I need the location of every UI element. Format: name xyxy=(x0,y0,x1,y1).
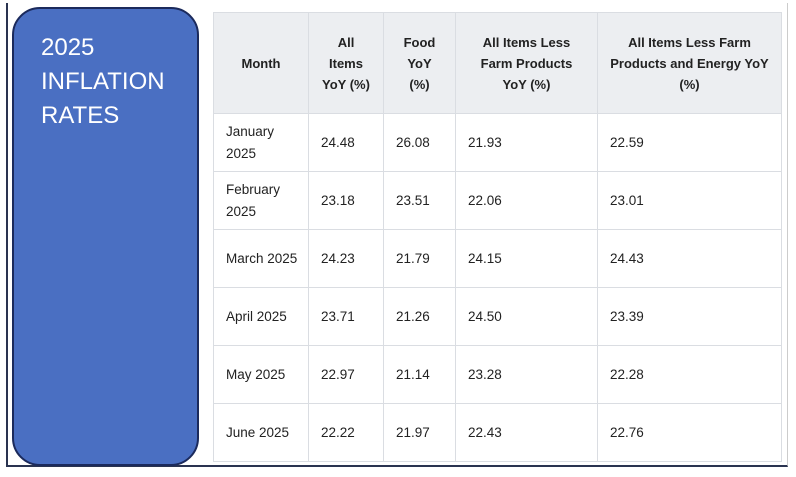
header-row: Month All Items YoY (%) Food YoY (%) All It… xyxy=(213,12,782,114)
table-body: January 2025 24.48 26.08 21.93 22.59 February… xyxy=(213,113,782,462)
value-cell: 21.79 xyxy=(383,229,456,288)
value-cell: 21.97 xyxy=(383,403,456,462)
value-cell: 23.01 xyxy=(597,171,782,230)
value-cell: 21.14 xyxy=(383,345,456,404)
table-row: January 2025 24.48 26.08 21.93 22.59 xyxy=(213,113,782,172)
value-cell: 24.50 xyxy=(455,287,598,346)
month-cell: March 2025 xyxy=(213,229,309,288)
column-header: Month xyxy=(213,12,309,114)
table-row: February 2025 23.18 23.51 22.06 23.01 xyxy=(213,171,782,230)
table-row: March 2025 24.23 21.79 24.15 24.43 xyxy=(213,229,782,288)
value-cell: 22.59 xyxy=(597,113,782,172)
table-row: April 2025 23.71 21.26 24.50 23.39 xyxy=(213,287,782,346)
column-header: Food YoY (%) xyxy=(383,12,456,114)
value-cell: 26.08 xyxy=(383,113,456,172)
month-cell: January 2025 xyxy=(213,113,309,172)
title: 2025 INFLATION RATES xyxy=(41,34,165,129)
title-box: 2025 INFLATION RATES xyxy=(12,7,199,466)
frame xyxy=(6,3,788,467)
value-cell: 24.23 xyxy=(308,229,384,288)
column-header: All Items Less Farm Products and Energy … xyxy=(597,12,782,114)
value-cell: 22.06 xyxy=(455,171,598,230)
value-cell: 23.18 xyxy=(308,171,384,230)
value-cell: 23.39 xyxy=(597,287,782,346)
value-cell: 23.71 xyxy=(308,287,384,346)
value-cell: 21.93 xyxy=(455,113,598,172)
value-cell: 21.26 xyxy=(383,287,456,346)
inflation-table: Month All Items YoY (%) Food YoY (%) All It… xyxy=(213,12,782,462)
table-row: June 2025 22.22 21.97 22.43 22.76 xyxy=(213,403,782,462)
value-cell: 22.22 xyxy=(308,403,384,462)
value-cell: 22.43 xyxy=(455,403,598,462)
value-cell: 24.48 xyxy=(308,113,384,172)
value-cell: 22.28 xyxy=(597,345,782,404)
month-cell: May 2025 xyxy=(213,345,309,404)
month-cell: April 2025 xyxy=(213,287,309,346)
month-cell: February 2025 xyxy=(213,171,309,230)
column-header: All Items Less Farm Products YoY (%) xyxy=(455,12,598,114)
value-cell: 23.28 xyxy=(455,345,598,404)
value-cell: 22.76 xyxy=(597,403,782,462)
value-cell: 24.15 xyxy=(455,229,598,288)
column-header: All Items YoY (%) xyxy=(308,12,384,114)
value-cell: 24.43 xyxy=(597,229,782,288)
month-cell: June 2025 xyxy=(213,403,309,462)
table-row: May 2025 22.97 21.14 23.28 22.28 xyxy=(213,345,782,404)
value-cell: 23.51 xyxy=(383,171,456,230)
value-cell: 22.97 xyxy=(308,345,384,404)
